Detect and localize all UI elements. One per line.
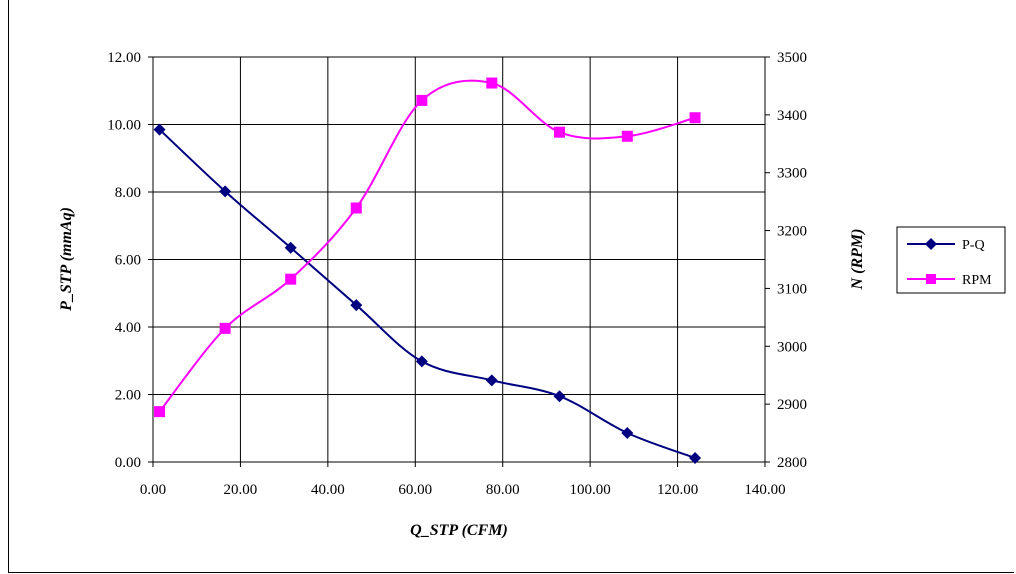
x-tick-label: 20.00	[224, 482, 258, 498]
y-tick-label: 12.00	[107, 50, 141, 66]
x-tick-label: 120.00	[657, 482, 698, 498]
data-point-rpm	[350, 202, 362, 214]
y2-tick-label: 3300	[777, 166, 807, 182]
grid	[153, 57, 765, 462]
data-point-p-q	[284, 241, 297, 254]
y-tick-label: 0.00	[115, 455, 141, 471]
x-axis-ticks: 0.00 20.00 40.00 60.00 80.00 100.00 120.00 140.…	[140, 462, 786, 498]
chart-frame	[8, 0, 1014, 573]
y2-tick-label: 3200	[777, 224, 807, 240]
series-p-q	[153, 123, 702, 464]
data-point-rpm	[554, 126, 566, 138]
legend-marker-rpm	[926, 274, 936, 284]
x-axis-title: Q_STP (CFM)	[410, 522, 508, 539]
legend-label-pq: P-Q	[962, 238, 985, 253]
data-point-p-q	[553, 390, 566, 403]
data-point-rpm	[416, 94, 428, 106]
x-tick-label: 100.00	[570, 482, 611, 498]
data-point-rpm	[285, 273, 297, 285]
y2-tick-label: 3500	[777, 50, 807, 66]
y2-tick-label: 3400	[777, 108, 807, 124]
data-point-p-q	[219, 185, 232, 198]
y-axis-ticks: 0.00 2.00 4.00 6.00 8.00 10.00 12.00	[107, 50, 153, 471]
data-point-p-q	[415, 355, 428, 368]
y-tick-label: 2.00	[115, 388, 141, 404]
x-tick-label: 60.00	[398, 482, 432, 498]
data-point-p-q	[153, 123, 166, 136]
x-tick-label: 0.00	[140, 482, 166, 498]
x-tick-label: 40.00	[311, 482, 345, 498]
y-tick-label: 4.00	[115, 320, 141, 336]
data-point-rpm	[486, 77, 498, 89]
y-tick-label: 10.00	[107, 118, 141, 134]
legend-label-rpm: RPM	[962, 273, 992, 288]
y2-tick-label: 3100	[777, 281, 807, 297]
series-line-p-q	[158, 128, 696, 459]
data-point-rpm	[219, 322, 231, 334]
y2-tick-label: 3000	[777, 339, 807, 355]
series-line-rpm	[158, 79, 696, 413]
series-layer	[153, 77, 702, 464]
data-point-rpm	[689, 112, 701, 124]
x-tick-label: 80.00	[486, 482, 520, 498]
data-point-rpm	[154, 406, 166, 418]
y2-axis-title: N (RPM)	[849, 229, 866, 291]
y-tick-label: 8.00	[115, 185, 141, 201]
legend-marker-pq	[925, 238, 937, 250]
y2-tick-label: 2800	[777, 455, 807, 471]
legend: P-Q RPM	[896, 226, 1006, 294]
y-tick-label: 6.00	[115, 253, 141, 269]
y-axis-title: P_STP (mmAq)	[58, 207, 75, 312]
y2-axis-ticks: 2800 2900 3000 3100 3200 3300 3400 3500	[765, 50, 807, 471]
data-point-p-q	[621, 426, 634, 439]
y2-tick-label: 2900	[777, 397, 807, 413]
legend-box	[896, 226, 1006, 294]
data-point-p-q	[485, 374, 498, 387]
series-rpm	[154, 77, 701, 418]
x-tick-label: 140.00	[744, 482, 785, 498]
data-point-p-q	[350, 299, 363, 312]
data-point-p-q	[689, 451, 702, 464]
data-point-rpm	[621, 130, 633, 142]
